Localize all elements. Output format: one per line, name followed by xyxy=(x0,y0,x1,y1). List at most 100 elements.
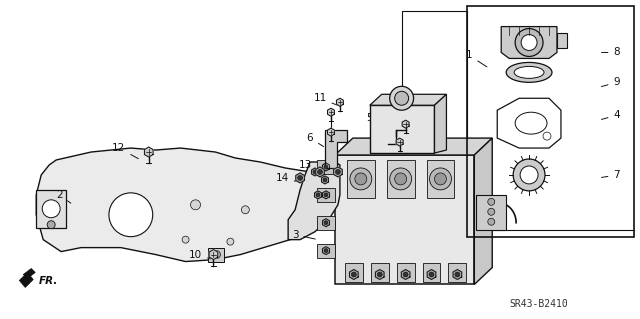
Polygon shape xyxy=(428,270,436,279)
Text: 7: 7 xyxy=(602,170,620,180)
Text: 5: 5 xyxy=(367,113,387,129)
Text: 6: 6 xyxy=(307,133,324,146)
Polygon shape xyxy=(312,168,319,176)
Polygon shape xyxy=(19,272,33,287)
Text: 10: 10 xyxy=(189,249,211,260)
Polygon shape xyxy=(325,130,347,168)
Circle shape xyxy=(429,168,451,190)
Circle shape xyxy=(241,206,250,214)
Text: 9: 9 xyxy=(602,77,620,87)
Bar xyxy=(371,263,388,282)
Polygon shape xyxy=(396,138,403,146)
Circle shape xyxy=(317,169,323,174)
Bar xyxy=(317,160,335,174)
Circle shape xyxy=(298,175,303,181)
Text: SR43-B2410: SR43-B2410 xyxy=(509,299,568,309)
Circle shape xyxy=(403,272,408,277)
Circle shape xyxy=(488,208,495,215)
Circle shape xyxy=(191,200,200,210)
Bar xyxy=(426,160,454,198)
Polygon shape xyxy=(209,249,218,260)
Bar xyxy=(476,195,506,230)
Polygon shape xyxy=(323,191,330,199)
Polygon shape xyxy=(145,147,153,157)
Circle shape xyxy=(488,198,495,205)
Circle shape xyxy=(335,169,340,174)
Bar xyxy=(317,216,335,230)
Text: 14: 14 xyxy=(276,173,296,183)
Text: 11: 11 xyxy=(314,93,337,105)
Circle shape xyxy=(324,221,328,225)
Text: 4: 4 xyxy=(602,110,620,120)
Bar xyxy=(317,188,335,202)
Text: 13: 13 xyxy=(323,160,338,175)
Polygon shape xyxy=(335,138,492,155)
Polygon shape xyxy=(314,191,321,199)
Circle shape xyxy=(350,168,372,190)
Ellipse shape xyxy=(506,63,552,82)
Bar xyxy=(347,160,375,198)
Circle shape xyxy=(313,170,317,174)
Bar xyxy=(209,248,225,262)
Circle shape xyxy=(109,193,153,237)
Ellipse shape xyxy=(515,112,547,134)
Polygon shape xyxy=(501,26,557,58)
Bar xyxy=(335,155,474,285)
Polygon shape xyxy=(402,120,409,128)
Circle shape xyxy=(355,173,367,185)
Text: FR.: FR. xyxy=(39,277,59,286)
Polygon shape xyxy=(376,270,384,279)
Circle shape xyxy=(212,251,220,259)
Bar xyxy=(467,6,634,237)
Polygon shape xyxy=(474,138,492,285)
Polygon shape xyxy=(497,98,561,148)
Polygon shape xyxy=(337,98,344,106)
Circle shape xyxy=(324,165,328,169)
Polygon shape xyxy=(370,94,447,105)
Circle shape xyxy=(227,238,234,245)
Bar xyxy=(449,263,467,282)
Circle shape xyxy=(488,218,495,225)
Bar xyxy=(370,105,435,153)
Polygon shape xyxy=(316,167,324,177)
Circle shape xyxy=(513,159,545,191)
Circle shape xyxy=(182,236,189,243)
Text: 8: 8 xyxy=(602,48,620,57)
Bar xyxy=(557,33,567,48)
Circle shape xyxy=(429,272,434,277)
Circle shape xyxy=(521,34,537,50)
Circle shape xyxy=(316,193,320,197)
Circle shape xyxy=(351,272,356,277)
Bar xyxy=(387,160,415,198)
Polygon shape xyxy=(321,176,328,184)
Polygon shape xyxy=(435,94,447,153)
Bar xyxy=(345,263,363,282)
Ellipse shape xyxy=(514,66,544,78)
Bar xyxy=(422,263,440,282)
Polygon shape xyxy=(323,247,330,255)
Polygon shape xyxy=(323,219,330,227)
Circle shape xyxy=(377,272,382,277)
Polygon shape xyxy=(296,173,305,183)
Bar xyxy=(36,190,66,228)
Polygon shape xyxy=(36,148,312,262)
Polygon shape xyxy=(328,128,335,136)
Circle shape xyxy=(42,200,60,218)
Circle shape xyxy=(390,168,412,190)
Circle shape xyxy=(390,86,413,110)
Text: 13: 13 xyxy=(298,160,319,174)
Circle shape xyxy=(324,249,328,253)
Circle shape xyxy=(395,173,406,185)
Text: 12: 12 xyxy=(112,143,138,159)
Circle shape xyxy=(543,132,551,140)
Polygon shape xyxy=(23,269,35,278)
Circle shape xyxy=(47,221,55,229)
Text: 11: 11 xyxy=(399,133,416,148)
Circle shape xyxy=(323,178,327,182)
Polygon shape xyxy=(401,270,410,279)
Circle shape xyxy=(324,193,328,197)
Polygon shape xyxy=(453,270,461,279)
Polygon shape xyxy=(333,167,342,177)
Text: 2: 2 xyxy=(56,190,71,203)
Bar xyxy=(397,263,415,282)
